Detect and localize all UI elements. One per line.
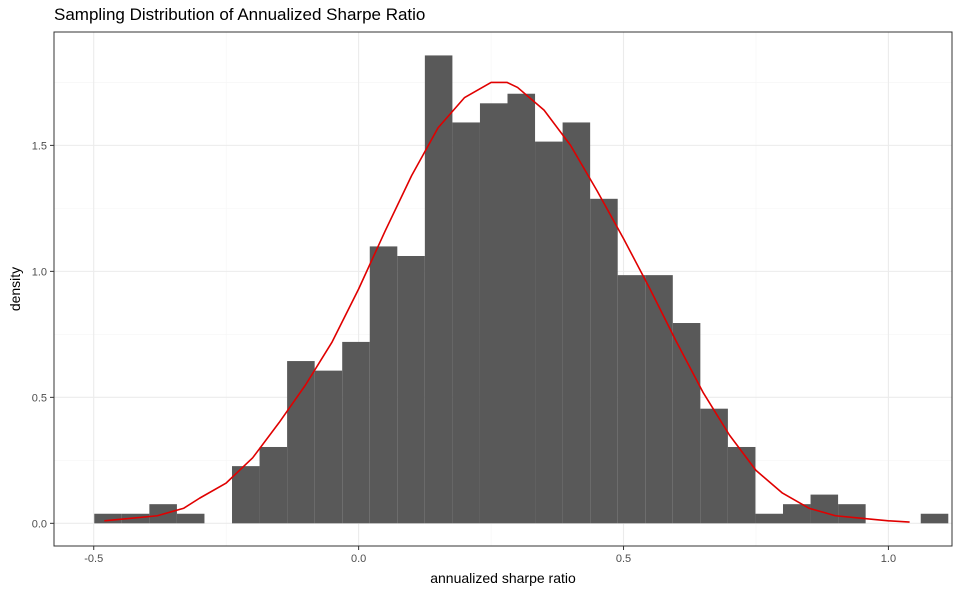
- histogram-bar: [782, 504, 811, 524]
- x-tick-label: -0.5: [84, 553, 103, 565]
- histogram-bar: [94, 513, 122, 524]
- histogram-bar: [507, 93, 536, 524]
- histogram-bar: [755, 513, 783, 524]
- histogram-bar: [287, 361, 315, 524]
- histogram-bar: [342, 341, 370, 524]
- histogram-bar: [369, 246, 398, 524]
- histogram-bar: [920, 513, 949, 524]
- histogram-bar: [479, 103, 508, 524]
- histogram-bar: [590, 198, 618, 524]
- histogram-bar: [700, 408, 728, 524]
- y-tick-label: 0.5: [32, 392, 47, 404]
- panel-border: [53, 31, 953, 547]
- histogram-bar: [645, 275, 673, 524]
- density-curve-layer: [104, 81, 910, 523]
- histogram-bar: [397, 255, 425, 524]
- histogram-bar: [259, 446, 288, 524]
- histogram-bar: [424, 55, 453, 524]
- y-axis-title: density: [7, 267, 23, 311]
- histogram-bars: [94, 55, 949, 524]
- density-curve: [104, 81, 910, 523]
- y-tick-label: 0.0: [32, 518, 47, 530]
- histogram-bar: [617, 275, 646, 524]
- axis-ticks: -0.5 0.0 0.5 1.0 0.0 0.5 1.0 1.5: [32, 140, 896, 565]
- x-axis-title: annualized sharpe ratio: [430, 570, 576, 586]
- chart-title: Sampling Distribution of Annualized Shar…: [54, 5, 426, 24]
- histogram-bar: [452, 122, 480, 524]
- y-tick-label: 1.5: [32, 140, 47, 152]
- histogram-bar: [535, 141, 563, 524]
- histogram-bar: [232, 466, 260, 524]
- x-tick-label: 0.5: [616, 553, 631, 565]
- histogram-bar: [314, 370, 343, 524]
- histogram-bar: [176, 513, 205, 524]
- histogram-bar: [727, 446, 756, 524]
- histogram-bar: [562, 122, 591, 524]
- histogram-bar: [810, 494, 839, 524]
- histogram-bar: [838, 504, 866, 524]
- x-tick-label: 1.0: [881, 553, 896, 565]
- histogram-bar: [672, 323, 701, 524]
- x-tick-label: 0.0: [351, 553, 366, 565]
- y-tick-label: 1.0: [32, 266, 47, 278]
